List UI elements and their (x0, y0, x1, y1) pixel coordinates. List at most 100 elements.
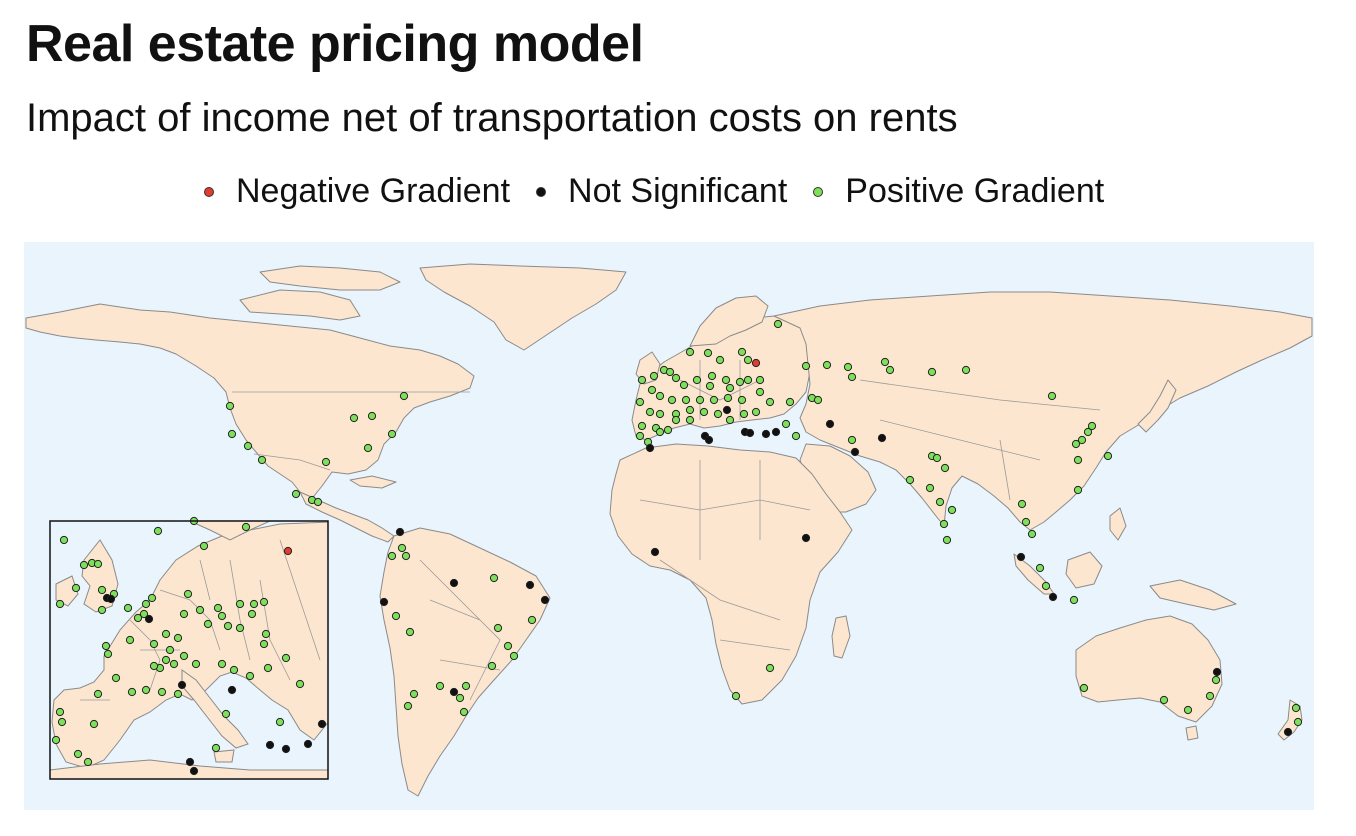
main-point-positive (435, 681, 445, 691)
main-point-positive (637, 375, 647, 385)
page-title: Real estate pricing model (26, 15, 644, 73)
main-point-positive (942, 535, 952, 545)
inset-point-positive (179, 651, 189, 661)
main-point-positive (257, 455, 267, 465)
main-point-positive (885, 365, 895, 375)
inset-point-positive (73, 749, 83, 759)
inset-point-positive (141, 599, 151, 609)
main-point-positive (1083, 427, 1093, 437)
inset-point-positive (71, 583, 81, 593)
inset-point-not-significant (303, 739, 313, 749)
main-point-positive (671, 415, 681, 425)
inset-point-not-significant (265, 740, 275, 750)
inset-frame (49, 520, 329, 780)
main-point-positive (735, 377, 745, 387)
inset-point-positive (149, 661, 159, 671)
main-point-positive (403, 701, 413, 711)
main-point-positive (703, 348, 713, 358)
land-asia (773, 291, 1313, 531)
inset-point-positive (295, 679, 305, 689)
main-point-positive (655, 391, 665, 401)
main-point-positive (1159, 695, 1169, 705)
inset-point-positive (275, 717, 285, 727)
inset-land-scandinavia (189, 521, 271, 541)
land-hudson-bay-area (239, 289, 361, 321)
main-point-positive (461, 681, 471, 691)
land-scandinavia (689, 295, 769, 347)
main-point-positive (1027, 529, 1037, 539)
main-point-positive (1069, 595, 1079, 605)
inset-point-positive (169, 659, 179, 669)
inset-point-positive (249, 599, 259, 609)
main-point-positive (847, 372, 857, 382)
inset-point-positive (93, 689, 103, 699)
land-central-america (299, 491, 395, 543)
main-point-positive (655, 427, 665, 437)
inset-point-positive (241, 522, 251, 532)
inset-point-positive (153, 526, 163, 536)
main-point-positive (755, 387, 765, 397)
inset-point-positive (83, 757, 93, 767)
land-australia (1075, 615, 1223, 723)
main-point-positive (880, 357, 890, 367)
inset-point-positive (191, 659, 201, 669)
main-point-positive (755, 375, 765, 385)
inset-point-positive (55, 707, 65, 717)
inset-point-not-significant (189, 766, 199, 776)
main-point-positive (932, 453, 942, 463)
inset-point-positive (173, 633, 183, 643)
main-point-positive (509, 651, 519, 661)
land-tasmania (1185, 725, 1199, 741)
main-point-not-significant (771, 427, 781, 437)
main-point-positive (739, 409, 749, 419)
main-point-positive (685, 415, 695, 425)
main-point-positive (725, 415, 735, 425)
main-point-positive (645, 407, 655, 417)
main-point-not-significant (645, 443, 655, 453)
main-point-not-significant (1048, 592, 1058, 602)
main-point-not-significant (449, 578, 459, 588)
main-point-positive (695, 395, 705, 405)
main-point-positive (743, 355, 753, 365)
inset-point-positive (101, 641, 111, 651)
inset-map-points (51, 516, 327, 776)
main-point-positive (405, 627, 415, 637)
inset-point-negative (283, 546, 293, 556)
main-point-positive (671, 373, 681, 383)
main-point-positive (743, 375, 753, 385)
main-point-not-significant (761, 429, 771, 439)
main-point-not-significant (825, 419, 835, 429)
inset-point-not-significant (317, 719, 327, 729)
main-point-positive (527, 615, 537, 625)
main-point-positive (1211, 675, 1221, 685)
inset-point-positive (93, 559, 103, 569)
main-point-positive (961, 365, 971, 375)
main-point-positive (663, 425, 673, 435)
inset-point-positive (259, 597, 269, 607)
inset-point-positive (179, 609, 189, 619)
legend-item-positive: Positive Gradient (809, 172, 1104, 211)
inset-point-positive (213, 603, 223, 613)
inset-point-positive (55, 599, 65, 609)
main-point-positive (1077, 435, 1087, 445)
main-point-positive (713, 409, 723, 419)
black-dot-icon (536, 186, 547, 197)
inset-point-positive (51, 735, 61, 745)
main-point-positive (940, 463, 950, 473)
main-point-positive (679, 380, 689, 390)
inset-point-positive (263, 663, 273, 673)
main-point-positive (1021, 517, 1031, 527)
main-point-positive (751, 407, 761, 417)
main-point-positive (765, 663, 775, 673)
world-map-svg (24, 242, 1314, 810)
main-point-not-significant (745, 428, 755, 438)
inset-point-positive (165, 645, 175, 655)
inset-point-positive (203, 619, 213, 629)
main-point-not-significant (650, 547, 660, 557)
main-point-not-significant (877, 433, 887, 443)
main-point-positive (397, 543, 407, 553)
inset-point-positive (221, 709, 231, 719)
main-point-positive (647, 385, 657, 395)
land-borneo (1065, 551, 1103, 589)
main-map-points (225, 319, 1303, 737)
